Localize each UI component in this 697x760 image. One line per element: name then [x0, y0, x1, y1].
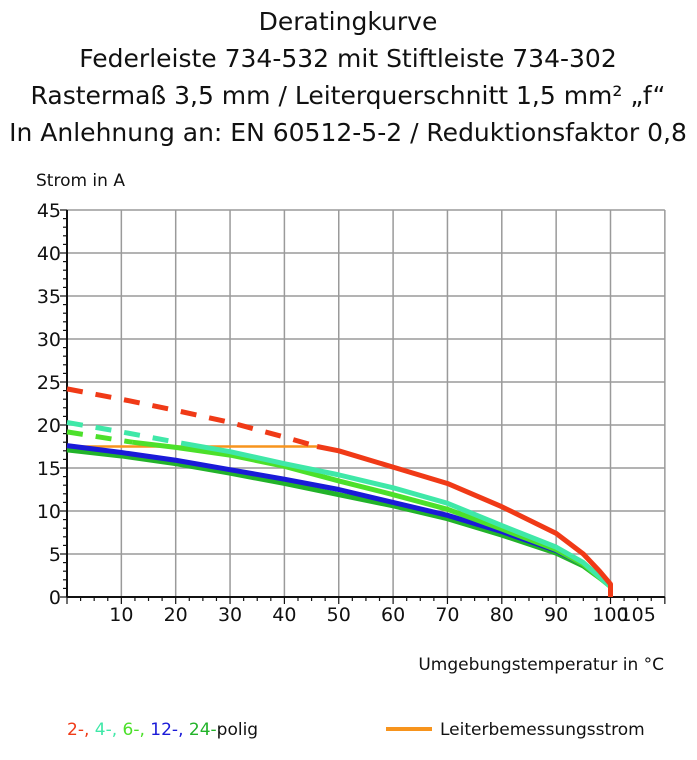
- x-tick-label: 90: [544, 604, 568, 626]
- y-tick-label: 10: [37, 501, 61, 523]
- x-tick-label: 20: [164, 604, 188, 626]
- series-lines: [66, 386, 613, 597]
- series-4-polig: [180, 440, 613, 589]
- x-tick-label: 100: [592, 604, 628, 626]
- y-axis-label: Strom in A: [36, 171, 125, 191]
- y-tick-label: 30: [37, 329, 61, 351]
- x-tick-label: 30: [218, 604, 242, 626]
- x-tick-label: 10: [109, 604, 133, 626]
- x-tick-label: 70: [435, 604, 459, 626]
- x-tick-label: 50: [327, 604, 351, 626]
- y-tick-label: 40: [37, 243, 61, 265]
- legend-poles-suffix: polig: [217, 720, 258, 740]
- series-2-polig: [316, 444, 613, 597]
- y-tick-label: 35: [37, 286, 61, 308]
- chart-subtitle-1: Federleiste 734-532 mit Stiftleiste 734-…: [79, 44, 616, 73]
- legend: 2-, 4-, 6-, 12-, 24-polig Leiterbemessung…: [67, 720, 645, 740]
- legend-item-4-polig: 4-,: [95, 720, 123, 740]
- y-tick-label: 5: [49, 544, 61, 566]
- series-6-polig-dashed: [66, 429, 133, 445]
- x-tick-label: 60: [381, 604, 405, 626]
- x-tick-label: 80: [490, 604, 514, 626]
- legend-item-12-polig: 12-,: [150, 720, 189, 740]
- legend-label-leiterbemessungsstrom: Leiterbemessungsstrom: [440, 720, 645, 740]
- legend-poles: 2-, 4-, 6-, 12-, 24-polig: [67, 720, 258, 740]
- y-tick-label: 0: [49, 587, 61, 609]
- series-4-polig-dashed: [66, 419, 182, 446]
- legend-item-6-polig: 6-,: [123, 720, 151, 740]
- legend-item-2-polig: 2-,: [67, 720, 95, 740]
- axis-ticks: 0 5 10 15 20 25 30 35 40 45 10 20 30 40 50 60 70 80 90 1001…: [37, 200, 666, 626]
- legend-item-24-polig: 24-: [189, 720, 217, 740]
- y-tick-label: 15: [37, 458, 61, 480]
- x-tick-label: 105: [620, 604, 656, 626]
- x-tick-label: 40: [272, 604, 296, 626]
- y-tick-label: 25: [37, 372, 61, 394]
- y-tick-label: 20: [37, 415, 61, 437]
- chart-title: Deratingkurve: [259, 7, 438, 36]
- y-tick-label: 45: [37, 200, 61, 222]
- chart-subtitle-3: In Anlehnung an: EN 60512-5-2 / Reduktio…: [9, 118, 687, 147]
- x-axis-label: Umgebungstemperatur in °C: [418, 655, 664, 675]
- grid: [66, 209, 666, 598]
- chart-subtitle-2: Rastermaß 3,5 mm / Leiterquerschnitt 1,5…: [31, 81, 666, 110]
